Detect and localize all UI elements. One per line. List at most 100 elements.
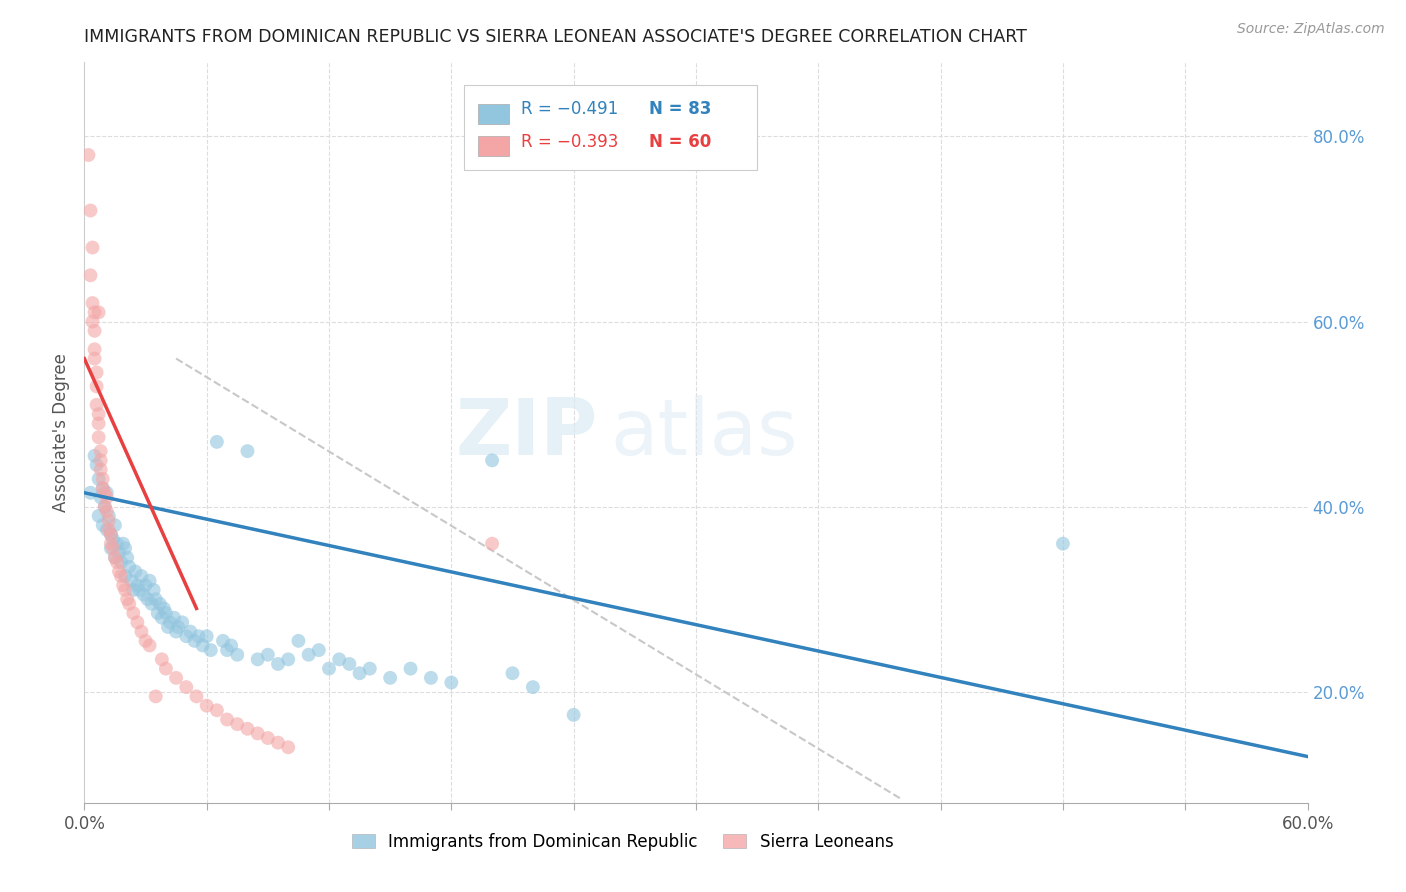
Point [287, 633, 309, 648]
Point [308, 643, 330, 657]
Point [114, 582, 136, 597]
Point [108, 565, 131, 579]
Point [83, 343, 105, 357]
Point [149, 597, 172, 611]
Point [205, 434, 228, 449]
Point [87, 508, 110, 523]
Point [118, 597, 141, 611]
Point [236, 722, 259, 736]
Point [100, 541, 122, 556]
Point [120, 574, 142, 588]
Point [127, 578, 149, 592]
Point [349, 666, 371, 681]
Point [108, 546, 131, 560]
Point [167, 620, 190, 634]
Point [79, 203, 101, 218]
Point [86, 379, 108, 393]
Point [93, 500, 115, 514]
Point [138, 639, 160, 653]
Point [82, 240, 104, 254]
Point [195, 698, 218, 713]
Point [165, 671, 187, 685]
Legend: Immigrants from Dominican Republic, Sierra Leoneans: Immigrants from Dominican Republic, Sier… [344, 826, 900, 857]
Point [131, 569, 153, 583]
Point [128, 582, 150, 597]
Point [420, 671, 443, 685]
Point [93, 485, 115, 500]
Point [159, 615, 181, 630]
Point [179, 624, 201, 639]
Point [141, 597, 163, 611]
Point [246, 652, 269, 666]
Point [138, 574, 160, 588]
Point [150, 610, 173, 624]
Point [86, 398, 108, 412]
Point [110, 555, 132, 569]
Point [97, 514, 120, 528]
Y-axis label: Associate's Degree: Associate's Degree [52, 353, 70, 512]
Point [87, 417, 110, 431]
Point [174, 680, 197, 694]
Text: atlas: atlas [610, 394, 797, 471]
Point [96, 485, 118, 500]
Point [145, 592, 167, 607]
Point [122, 582, 145, 597]
Point [440, 675, 463, 690]
Point [246, 726, 269, 740]
FancyBboxPatch shape [478, 136, 509, 156]
Point [186, 690, 208, 704]
Point [96, 491, 118, 505]
Point [380, 671, 402, 685]
Point [118, 559, 141, 574]
Point [97, 523, 120, 537]
Point [187, 629, 209, 643]
Point [136, 592, 159, 607]
Point [359, 662, 381, 676]
Point [481, 453, 503, 467]
Point [122, 606, 145, 620]
Point [132, 588, 155, 602]
Text: Source: ZipAtlas.com: Source: ZipAtlas.com [1237, 22, 1385, 37]
Point [277, 740, 299, 755]
Point [183, 633, 205, 648]
Point [79, 485, 101, 500]
Point [155, 606, 177, 620]
Point [104, 518, 127, 533]
Point [155, 662, 177, 676]
Point [90, 444, 112, 458]
Point [100, 527, 122, 541]
Point [165, 624, 187, 639]
FancyBboxPatch shape [464, 85, 758, 169]
Point [135, 633, 157, 648]
Point [100, 536, 122, 550]
Point [101, 532, 124, 546]
Point [115, 550, 138, 565]
Text: N = 83: N = 83 [650, 100, 711, 118]
Point [172, 615, 194, 630]
Point [97, 508, 120, 523]
Point [87, 472, 110, 486]
Point [115, 592, 138, 607]
Point [481, 536, 503, 550]
Point [83, 305, 105, 319]
Point [83, 324, 105, 338]
Point [217, 713, 239, 727]
Point [83, 449, 105, 463]
Point [96, 504, 118, 518]
Point [87, 430, 110, 444]
Point [87, 305, 110, 319]
Point [91, 472, 114, 486]
Point [562, 707, 585, 722]
Point [124, 565, 146, 579]
Point [90, 462, 112, 476]
Point [318, 662, 340, 676]
Point [257, 648, 280, 662]
Point [79, 268, 101, 283]
Point [226, 717, 249, 731]
Point [399, 662, 422, 676]
Point [90, 491, 112, 505]
Point [212, 633, 235, 648]
Point [145, 690, 167, 704]
Point [219, 639, 242, 653]
Point [105, 555, 128, 569]
